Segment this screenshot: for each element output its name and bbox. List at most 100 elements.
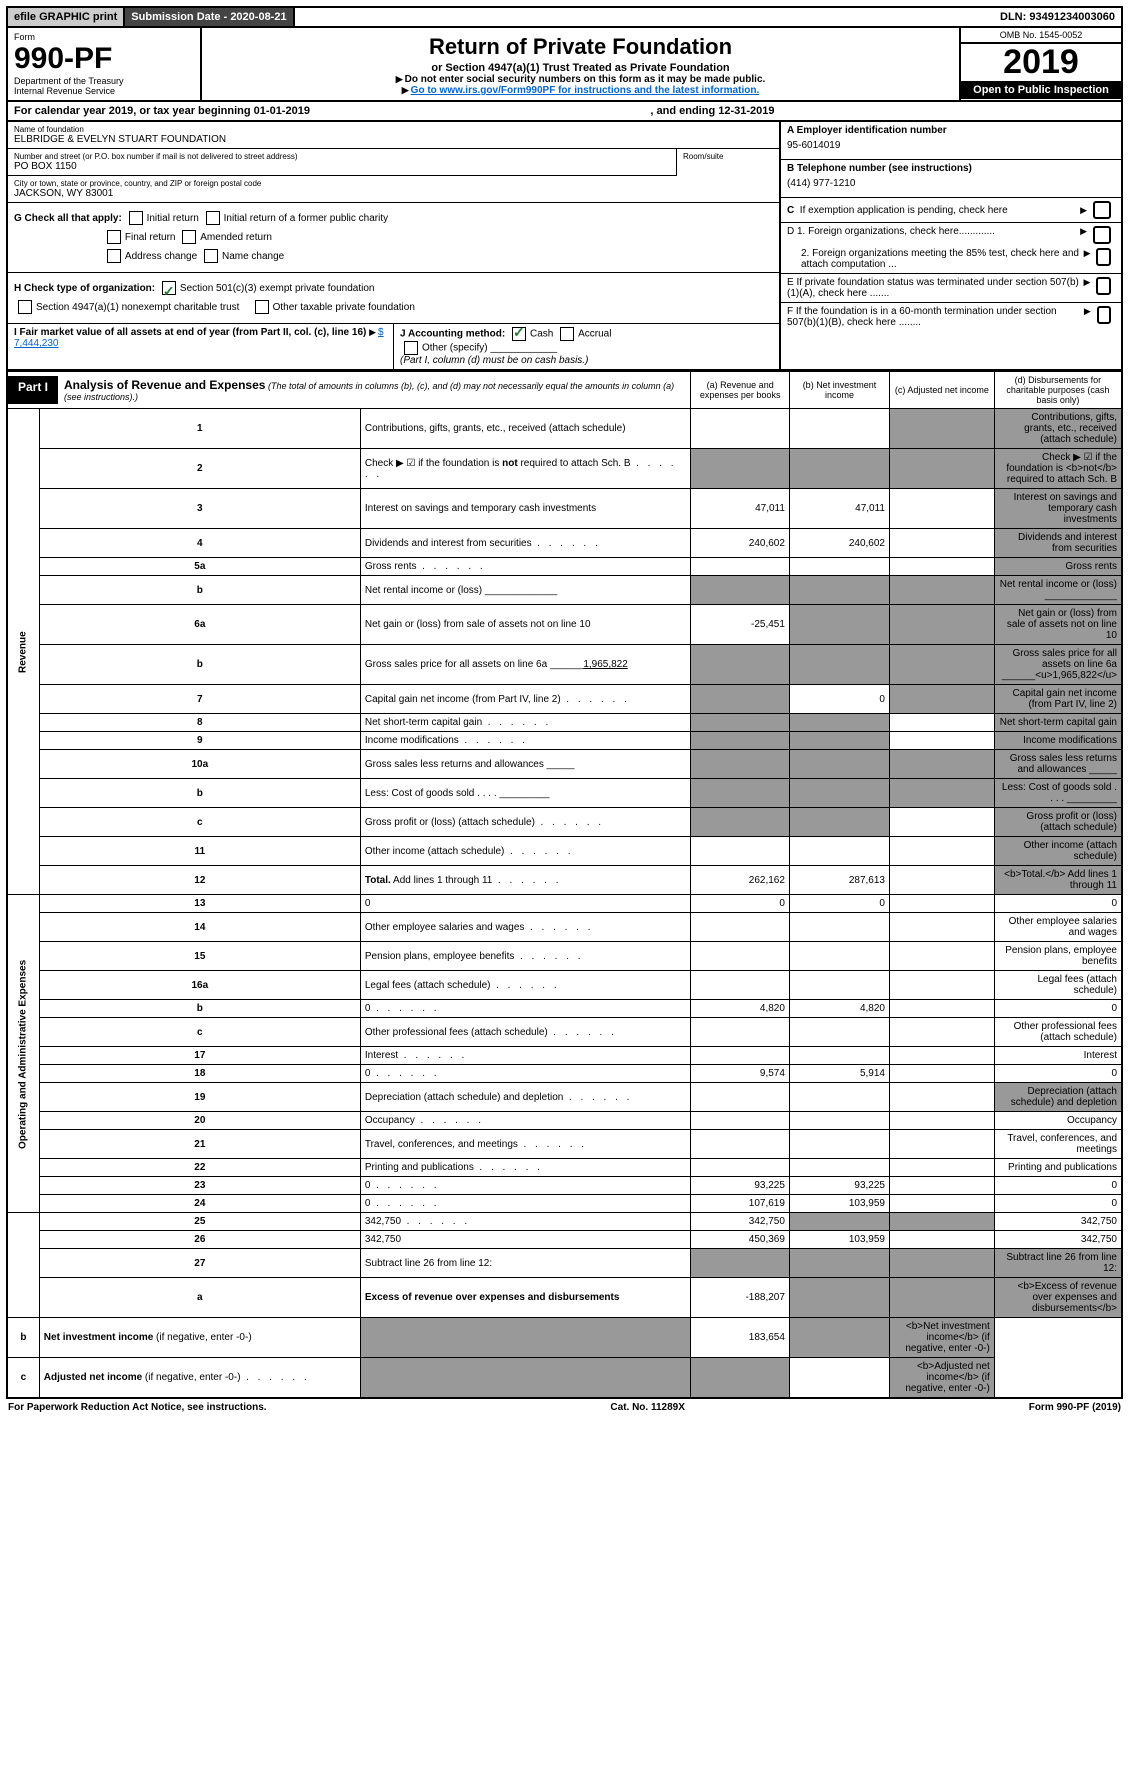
col-c-value [889, 913, 994, 942]
b-label: B Telephone number (see instructions) [787, 163, 972, 174]
col-b-value [789, 605, 889, 645]
table-row: 8Net short-term capital gain . . . . . .… [7, 714, 1122, 732]
cb-e[interactable] [1096, 277, 1111, 295]
line-description: Net rental income or (loss) ____________… [360, 576, 691, 605]
col-c-value [889, 1083, 994, 1112]
table-row: bNet investment income (if negative, ent… [7, 1318, 1122, 1358]
col-c-value [889, 808, 994, 837]
cb-initial-return[interactable] [129, 211, 143, 225]
col-d-value: Subtract line 26 from line 12: [994, 1249, 1122, 1278]
line-description: Interest . . . . . . [360, 1047, 691, 1065]
line-description: Legal fees (attach schedule) . . . . . . [360, 971, 691, 1000]
line-description: Gross profit or (loss) (attach schedule)… [360, 808, 691, 837]
col-a-value [691, 732, 790, 750]
cb-d1[interactable] [1093, 226, 1111, 244]
col-a-value [691, 913, 790, 942]
line-number: b [39, 576, 360, 605]
table-row: 15Pension plans, employee benefits . . .… [7, 942, 1122, 971]
cb-other-taxable[interactable] [255, 300, 269, 314]
i-label: I Fair market value of all assets at end… [14, 327, 366, 338]
ein: 95-6014019 [787, 140, 840, 151]
col-a-value [691, 779, 790, 808]
col-a-value: 93,225 [691, 1177, 790, 1195]
table-row: 20Occupancy . . . . . .Occupancy [7, 1112, 1122, 1130]
cat-no: Cat. No. 11289X [610, 1402, 684, 1413]
col-c-value [889, 1177, 994, 1195]
col-c-value [889, 732, 994, 750]
col-d-value: Other income (attach schedule) [994, 837, 1122, 866]
col-c-value [889, 971, 994, 1000]
col-b-value [691, 1358, 790, 1399]
cb-4947a1[interactable] [18, 300, 32, 314]
table-row: 2Check ▶ ☑ if the foundation is not requ… [7, 449, 1122, 489]
col-b-value [789, 1278, 889, 1318]
cb-name-change[interactable] [204, 249, 218, 263]
cb-initial-former[interactable] [206, 211, 220, 225]
col-a-value [691, 750, 790, 779]
goto-link[interactable]: Go to www.irs.gov/Form990PF for instruct… [411, 85, 760, 96]
col-d-value: Interest on savings and temporary cash i… [994, 489, 1122, 529]
col-c-value [889, 1195, 994, 1213]
table-row: cAdjusted net income (if negative, enter… [7, 1358, 1122, 1399]
table-row: 4Dividends and interest from securities … [7, 529, 1122, 558]
col-d-value: Contributions, gifts, grants, etc., rece… [994, 409, 1122, 449]
col-b-value [789, 1083, 889, 1112]
line-description: Gross rents . . . . . . [360, 558, 691, 576]
col-a-value [691, 449, 790, 489]
col-c-value [889, 1213, 994, 1231]
col-d-value: Other employee salaries and wages [994, 913, 1122, 942]
line-description: Net investment income (if negative, ente… [39, 1318, 360, 1358]
table-row: 16aLegal fees (attach schedule) . . . . … [7, 971, 1122, 1000]
col-d-value: Gross profit or (loss) (attach schedule) [994, 808, 1122, 837]
col-a-value: 262,162 [691, 866, 790, 895]
line-description: Income modifications . . . . . . [360, 732, 691, 750]
line-description: Depreciation (attach schedule) and deple… [360, 1083, 691, 1112]
col-b-value [789, 913, 889, 942]
cb-cash[interactable] [512, 327, 526, 341]
part1-table: Part I Analysis of Revenue and Expenses … [6, 371, 1123, 1399]
form-header: Form 990-PF Department of the Treasury I… [6, 28, 1123, 102]
cb-address-change[interactable] [107, 249, 121, 263]
line-description: Capital gain net income (from Part IV, l… [360, 685, 691, 714]
cb-final-return[interactable] [107, 230, 121, 244]
col-b-value: 103,959 [789, 1195, 889, 1213]
line-number: 10a [39, 750, 360, 779]
col-d-value: 342,750 [994, 1213, 1122, 1231]
col-d-value: <b>Net investment income</b> (if negativ… [889, 1318, 994, 1358]
line-description: Other income (attach schedule) . . . . .… [360, 837, 691, 866]
cb-amended-return[interactable] [182, 230, 196, 244]
cb-501c3[interactable] [162, 281, 176, 295]
h-label: H Check type of organization: [14, 283, 155, 294]
efile-print-button[interactable]: efile GRAPHIC print [8, 8, 125, 26]
col-a-value: 240,602 [691, 529, 790, 558]
table-row: 27Subtract line 26 from line 12:Subtract… [7, 1249, 1122, 1278]
col-d-value: <b>Total.</b> Add lines 1 through 11 [994, 866, 1122, 895]
col-b-value [789, 576, 889, 605]
col-d-value: Gross sales less returns and allowances … [994, 750, 1122, 779]
col-a-value [691, 837, 790, 866]
line-number: 20 [39, 1112, 360, 1130]
col-b-value [789, 409, 889, 449]
cb-accrual[interactable] [560, 327, 574, 341]
table-row: 12Total. Add lines 1 through 11 . . . . … [7, 866, 1122, 895]
col-b-value: 240,602 [789, 529, 889, 558]
cb-c[interactable] [1093, 201, 1111, 219]
col-d-value: 0 [994, 1065, 1122, 1083]
col-c-value [889, 750, 994, 779]
col-d-value: Depreciation (attach schedule) and deple… [994, 1083, 1122, 1112]
col-a-value [691, 1249, 790, 1278]
line-number: 17 [39, 1047, 360, 1065]
col-c-value [889, 895, 994, 913]
col-d-value: 342,750 [994, 1231, 1122, 1249]
col-a-value [691, 1018, 790, 1047]
table-row: 9Income modifications . . . . . .Income … [7, 732, 1122, 750]
line-number: b [39, 779, 360, 808]
form-ref: Form 990-PF (2019) [1029, 1402, 1121, 1413]
form-number: 990-PF [14, 42, 194, 76]
cb-f[interactable] [1097, 306, 1111, 324]
cb-other-method[interactable] [404, 341, 418, 355]
col-a-value [691, 576, 790, 605]
col-b-value: 0 [789, 895, 889, 913]
col-c-value [889, 685, 994, 714]
cb-d2[interactable] [1096, 248, 1111, 266]
